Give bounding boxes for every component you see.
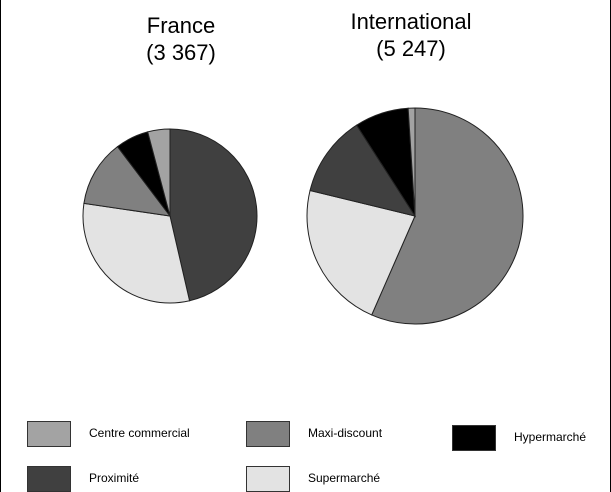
pie-slice-centre-commercial — [147, 128, 171, 217]
legend-swatch — [246, 421, 290, 447]
pie-slice-proximite — [309, 124, 417, 217]
pie-slice-centre-commercial — [407, 107, 416, 217]
legend-swatch — [27, 466, 71, 492]
legend-label: Centre commercial — [89, 426, 190, 440]
legend-swatch — [452, 425, 496, 451]
france-pie — [82, 128, 258, 304]
legend-swatch — [27, 421, 71, 447]
legend-label: Hypermarché — [514, 430, 587, 444]
international-title: International — [350, 9, 472, 34]
france-total: (3 367) — [146, 40, 216, 65]
france-chart-title: France (3 367) — [111, 12, 251, 66]
pie-slice-proximite — [169, 128, 258, 302]
pie-slice-supermarche — [306, 189, 416, 316]
legend-label: Maxi-discount — [308, 426, 383, 440]
legend-label: Supermarché — [308, 471, 381, 485]
pie-slice-supermarche — [82, 202, 191, 304]
international-chart-title: International (5 247) — [306, 8, 516, 62]
legend-swatch — [246, 466, 290, 492]
legend-label: Proximité — [89, 471, 140, 485]
pie-slice-maxi-discount — [371, 107, 524, 325]
france-title: France — [146, 13, 216, 38]
pie-slice-maxi-discount — [83, 145, 172, 217]
international-total: (5 247) — [376, 36, 446, 61]
international-pie — [306, 107, 524, 325]
